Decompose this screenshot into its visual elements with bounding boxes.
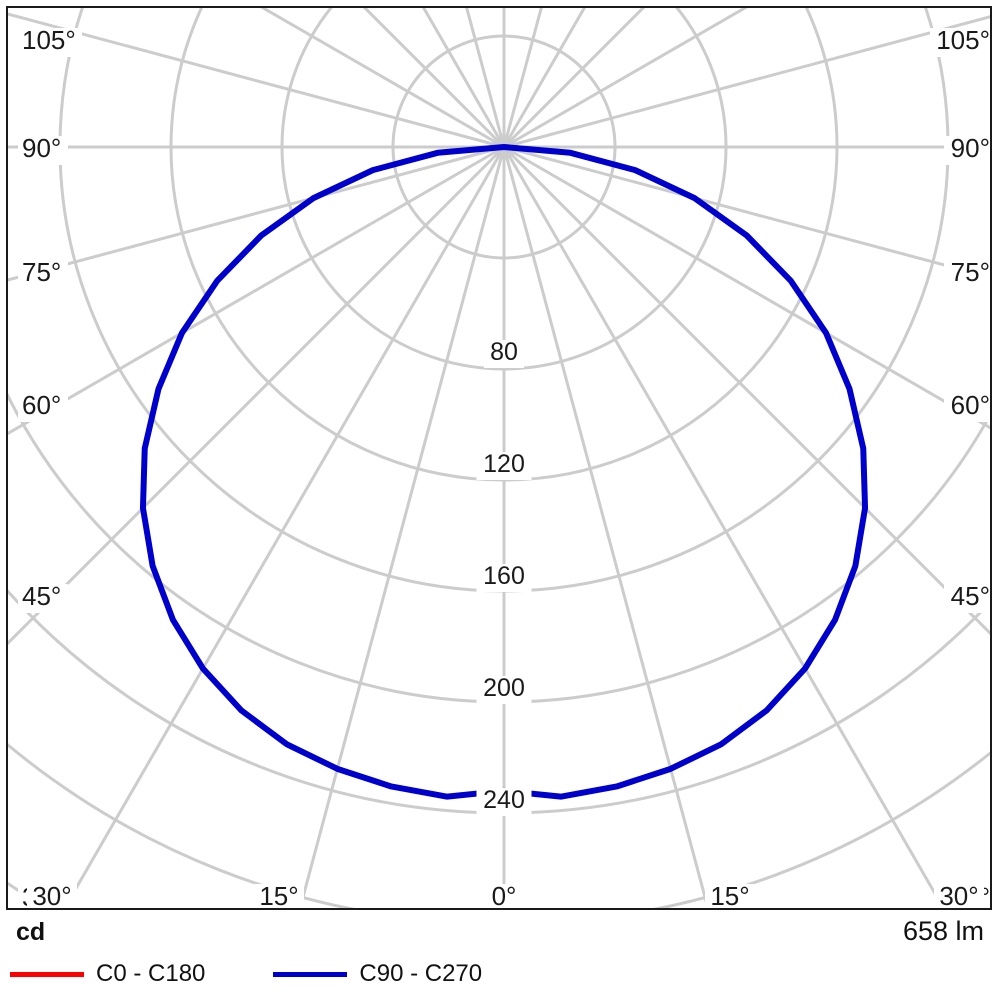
radial-tick-label-200: 200 xyxy=(483,674,525,702)
grid-spoke-75 xyxy=(503,145,990,279)
legend-entry-c90-c270[interactable]: C90 - C270 xyxy=(273,960,482,988)
grid-spoke--30 xyxy=(62,146,506,908)
legend-swatch-c90-c270-icon xyxy=(273,971,348,977)
angle-label-bottom-15deg: 15° xyxy=(259,881,298,910)
angle-label-right-75deg-bg xyxy=(944,260,990,289)
grid-spoke-135 xyxy=(502,8,646,149)
ring-label-bg xyxy=(476,452,532,480)
polar-plot-svg: 80 120 160 200 240 105° 90° 75° 60° 45° 30° 105° 90… xyxy=(8,8,990,910)
ring-label-bg xyxy=(476,676,532,704)
grid-spoke--105 xyxy=(8,12,505,149)
angle-label-bottom-15deg-bg xyxy=(254,884,304,908)
angle-label-bottom-0deg: 0° xyxy=(492,881,517,910)
grid-spoke-105 xyxy=(503,15,990,149)
angle-label-left-75deg-bg xyxy=(18,260,68,289)
radial-tick-label-160: 160 xyxy=(483,562,525,590)
luminous-flux-label: 658 lm xyxy=(902,916,984,946)
angle-label-bottom-0deg-bg xyxy=(486,884,522,908)
grid-spoke-60 xyxy=(503,145,990,430)
angle-label-right-60deg: 60° xyxy=(951,390,990,420)
angle-label-bottom-15deg: 15° xyxy=(710,881,749,910)
radial-tick-label-120: 120 xyxy=(483,450,525,478)
angle-label-left-90deg-bg xyxy=(18,136,68,165)
radial-tick-labels: 80 120 160 200 240 xyxy=(476,338,532,816)
angle-label-right-105deg-bg xyxy=(930,28,990,57)
legend-area: cd 658 lm C0 - C180 C90 - C270 xyxy=(6,912,992,994)
angle-label-left-105deg-bg xyxy=(18,28,82,57)
legend-entry-c0-c180[interactable]: C0 - C180 xyxy=(10,960,205,988)
grid-spoke--120 xyxy=(260,8,505,149)
grid-spoke-15 xyxy=(502,146,710,908)
legend-swatch-c0-c180-icon xyxy=(10,971,84,977)
angle-label-left-90deg: 90° xyxy=(22,133,61,163)
legend-row: C0 - C180 C90 - C270 xyxy=(10,960,482,988)
grid-spoke-30 xyxy=(502,146,946,908)
angle-label-right-45deg-bg xyxy=(944,584,990,613)
angle-label-left-60deg-bg xyxy=(18,393,68,422)
grid-spoke--75 xyxy=(8,145,505,282)
angle-label-left-60deg: 60° xyxy=(22,390,61,420)
grid-spoke--60 xyxy=(8,145,505,436)
angle-label-left-105deg: 105° xyxy=(22,25,76,55)
angle-label-right-60deg-bg xyxy=(944,393,990,422)
grid-spoke--135 xyxy=(362,8,506,149)
angle-label-bottom-30deg-bg xyxy=(27,884,77,908)
angle-label-right-45deg: 45° xyxy=(951,581,990,611)
angle-label-bottom-30deg: 30° xyxy=(32,881,71,910)
polar-plot-area: 80 120 160 200 240 105° 90° 75° 60° 45° 30° 105° 90… xyxy=(6,6,992,910)
grid-spoke--15 xyxy=(298,146,506,908)
angle-label-right-90deg: 90° xyxy=(951,133,990,163)
radial-tick-label-240: 240 xyxy=(483,786,525,814)
grid-spoke-45 xyxy=(502,145,990,636)
angle-label-bottom-30deg-bg xyxy=(934,884,984,908)
legend-label-c0-c180: C0 - C180 xyxy=(96,960,206,987)
grid-spoke-120 xyxy=(503,8,748,149)
angle-label-left-75deg: 75° xyxy=(22,257,61,287)
angle-label-right-90deg-bg xyxy=(944,136,990,165)
angle-label-left-45deg-bg xyxy=(18,584,68,613)
angle-label-bottom-30deg: 30° xyxy=(939,881,978,910)
ring-label-bg xyxy=(484,340,524,368)
legend-label-c90-c270: C90 - C270 xyxy=(359,960,483,987)
grid-spoke--45 xyxy=(8,145,506,646)
radial-tick-label-80: 80 xyxy=(490,338,518,366)
ring-label-bg xyxy=(476,788,532,816)
angle-label-right-105deg: 105° xyxy=(936,25,990,55)
ring-label-bg xyxy=(476,564,532,592)
angle-label-bottom-15deg-bg xyxy=(705,884,755,908)
radial-unit-label: cd xyxy=(16,918,46,946)
angle-label-right-75deg: 75° xyxy=(951,257,990,287)
angle-label-left-45deg: 45° xyxy=(22,581,61,611)
angular-tick-labels: 105°90°75°60°45°30°105°90°75°60°45°30°30… xyxy=(18,25,990,910)
